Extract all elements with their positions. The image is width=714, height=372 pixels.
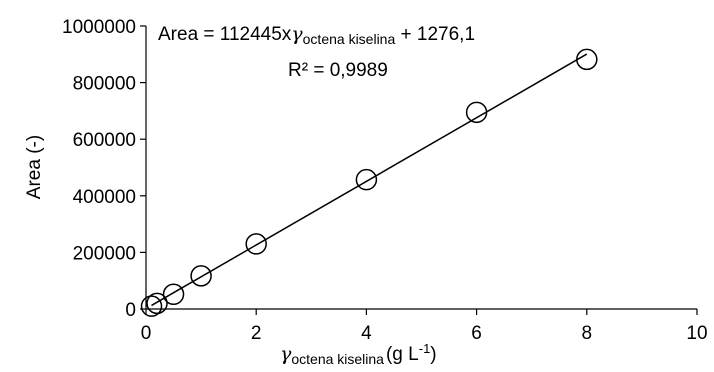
equation-subscript: octena kiselina <box>303 31 396 47</box>
data-point <box>465 101 488 124</box>
x-axis-symbol: γ <box>280 343 292 365</box>
x-tick-label: 10 <box>686 323 707 344</box>
equation-suffix: + 1276,1 <box>395 24 475 45</box>
x-axis-unit-close: ) <box>430 344 436 365</box>
data-points <box>140 48 598 317</box>
y-tick-label: 600000 <box>73 130 136 151</box>
y-tick-label: 400000 <box>73 187 136 208</box>
trendline <box>151 53 588 307</box>
x-axis-unit-open: (g L <box>386 344 419 365</box>
y-axis-title: Area (-) <box>24 135 45 199</box>
equation-prefix: Area = 112445x <box>158 24 292 45</box>
data-point <box>190 265 212 287</box>
r-squared: R² = 0,9989 <box>288 60 388 81</box>
y-tick-label: 1000000 <box>62 17 136 38</box>
x-tick-label: 0 <box>141 323 152 344</box>
x-tick-label: 8 <box>582 323 593 344</box>
x-tick-label: 4 <box>361 323 372 344</box>
y-tick-label: 0 <box>125 300 136 321</box>
x-tick-labels: 0 2 4 6 8 10 <box>141 323 708 344</box>
data-point <box>245 233 267 255</box>
trendline-equation: Area = 112445xγoctena kiselina + 1276,1 <box>158 23 475 47</box>
equation-symbol: γ <box>291 23 303 45</box>
data-point <box>355 168 378 191</box>
data-point <box>576 48 598 71</box>
y-tick-label: 200000 <box>73 243 136 264</box>
y-tick-label: 800000 <box>73 74 136 95</box>
data-point <box>162 283 185 306</box>
x-axis-unit-sup: -1 <box>419 341 431 356</box>
data-point <box>146 292 168 315</box>
x-axis-title: γoctena kiselina (g L-1) <box>280 341 437 367</box>
x-tick-label: 6 <box>471 323 482 344</box>
trendline-group <box>151 53 588 307</box>
axes <box>140 25 698 315</box>
x-tick-label: 2 <box>251 323 262 344</box>
data-point <box>140 295 163 317</box>
y-tick-labels: 0 200000 400000 600000 800000 1000000 <box>62 17 136 321</box>
x-axis-subscript: octena kiselina <box>291 351 384 367</box>
